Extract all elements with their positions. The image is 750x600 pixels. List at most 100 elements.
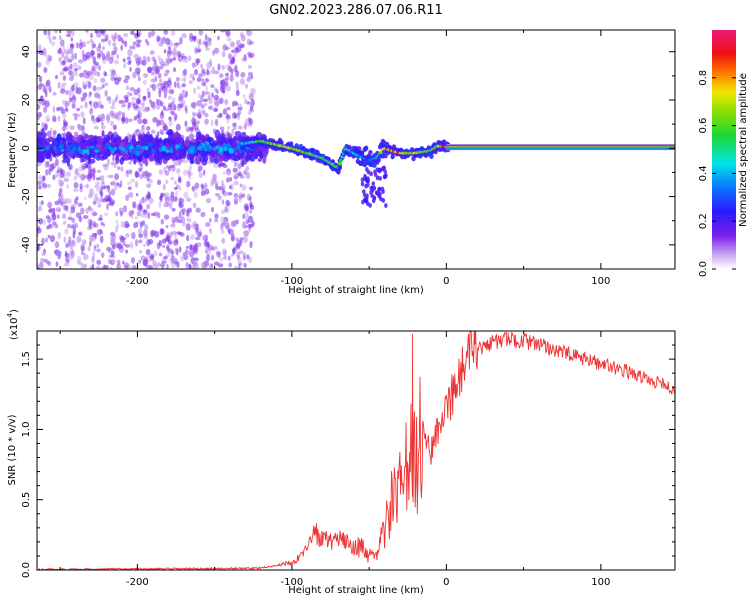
noise-speck xyxy=(88,101,92,105)
snr-series xyxy=(37,331,675,570)
noise-speck xyxy=(233,192,239,198)
noise-speck xyxy=(92,212,98,217)
noise-speck xyxy=(208,105,212,110)
ridge-speck xyxy=(363,198,368,204)
noise-speck xyxy=(174,247,178,255)
noise-speck xyxy=(231,49,235,53)
noise-speck xyxy=(222,171,226,175)
noise-speck xyxy=(217,193,222,197)
noise-speck xyxy=(100,125,106,130)
band-speck xyxy=(104,144,110,150)
noise-speck xyxy=(174,81,177,88)
noise-speck xyxy=(74,116,78,121)
noise-speck xyxy=(178,185,182,192)
noise-speck xyxy=(133,222,139,229)
ridge-speck xyxy=(364,145,369,151)
noise-speck xyxy=(128,192,134,198)
noise-speck xyxy=(116,263,121,269)
noise-speck xyxy=(86,40,91,45)
noise-speck xyxy=(108,98,112,105)
noise-speck xyxy=(239,174,245,179)
y-tick-label: -40 xyxy=(21,237,32,253)
noise-speck xyxy=(79,72,84,78)
noise-speck xyxy=(192,202,197,208)
noise-speck xyxy=(37,85,43,90)
noise-speck xyxy=(235,242,241,249)
noise-speck xyxy=(44,237,48,243)
noise-speck xyxy=(83,255,86,261)
noise-speck xyxy=(100,38,106,43)
noise-speck xyxy=(88,94,92,99)
noise-speck xyxy=(118,183,122,188)
noise-speck xyxy=(230,253,234,257)
noise-speck xyxy=(63,262,70,267)
noise-speck xyxy=(100,266,107,269)
noise-speck xyxy=(52,36,57,40)
noise-speck xyxy=(63,54,69,63)
band-speck xyxy=(103,134,110,141)
figure-title: GN02.2023.286.07.06.R11 xyxy=(269,3,443,18)
noise-speck xyxy=(245,83,248,89)
noise-speck xyxy=(193,87,197,95)
noise-speck xyxy=(150,78,156,83)
noise-speck xyxy=(92,119,97,124)
noise-speck xyxy=(229,74,234,82)
noise-speck xyxy=(205,78,210,83)
noise-speck xyxy=(93,78,98,84)
noise-speck xyxy=(148,179,154,184)
noise-speck xyxy=(146,203,151,210)
x-tick-label: -200 xyxy=(126,276,149,287)
noise-speck xyxy=(114,96,118,103)
noise-speck xyxy=(91,40,95,47)
noise-speck xyxy=(221,65,225,70)
noise-speck xyxy=(117,34,122,42)
noise-speck xyxy=(64,252,70,258)
noise-speck xyxy=(177,178,182,182)
noise-speck xyxy=(122,260,125,265)
ridge-speck xyxy=(337,165,342,171)
noise-speck xyxy=(73,82,79,88)
noise-speck xyxy=(234,47,240,54)
noise-speck xyxy=(173,196,178,203)
noise-speck xyxy=(170,191,175,198)
noise-speck xyxy=(192,220,197,228)
noise-speck xyxy=(111,250,115,256)
noise-speck xyxy=(192,123,196,128)
noise-speck xyxy=(77,173,81,178)
noise-speck xyxy=(174,180,177,185)
noise-speck xyxy=(208,218,212,223)
noise-speck xyxy=(91,263,95,269)
noise-speck xyxy=(171,207,176,212)
noise-speck xyxy=(104,82,109,87)
noise-speck xyxy=(58,192,61,198)
noise-speck xyxy=(170,231,173,237)
noise-speck xyxy=(162,105,167,111)
noise-speck xyxy=(185,223,191,231)
noise-speck xyxy=(42,47,47,55)
noise-speck xyxy=(44,100,50,108)
band-speck xyxy=(72,147,76,152)
noise-speck xyxy=(62,213,66,220)
noise-speck xyxy=(243,203,249,211)
noise-speck xyxy=(97,71,100,77)
noise-speck xyxy=(220,216,225,224)
noise-speck xyxy=(249,241,253,249)
noise-speck xyxy=(202,40,207,46)
band-speck xyxy=(165,130,172,136)
band-speck xyxy=(153,150,158,161)
noise-speck xyxy=(165,235,172,242)
noise-speck xyxy=(167,77,172,84)
noise-speck xyxy=(100,190,104,198)
band-speck xyxy=(54,140,58,146)
ridge-speck xyxy=(365,178,369,184)
noise-speck xyxy=(110,234,114,242)
noise-speck xyxy=(133,89,139,96)
noise-speck xyxy=(125,194,130,201)
noise-speck xyxy=(80,111,85,118)
noise-speck xyxy=(37,244,40,251)
noise-speck xyxy=(239,32,244,38)
band-speck xyxy=(223,146,228,152)
noise-speck xyxy=(233,100,238,106)
noise-speck xyxy=(138,76,141,82)
noise-speck xyxy=(146,175,150,182)
